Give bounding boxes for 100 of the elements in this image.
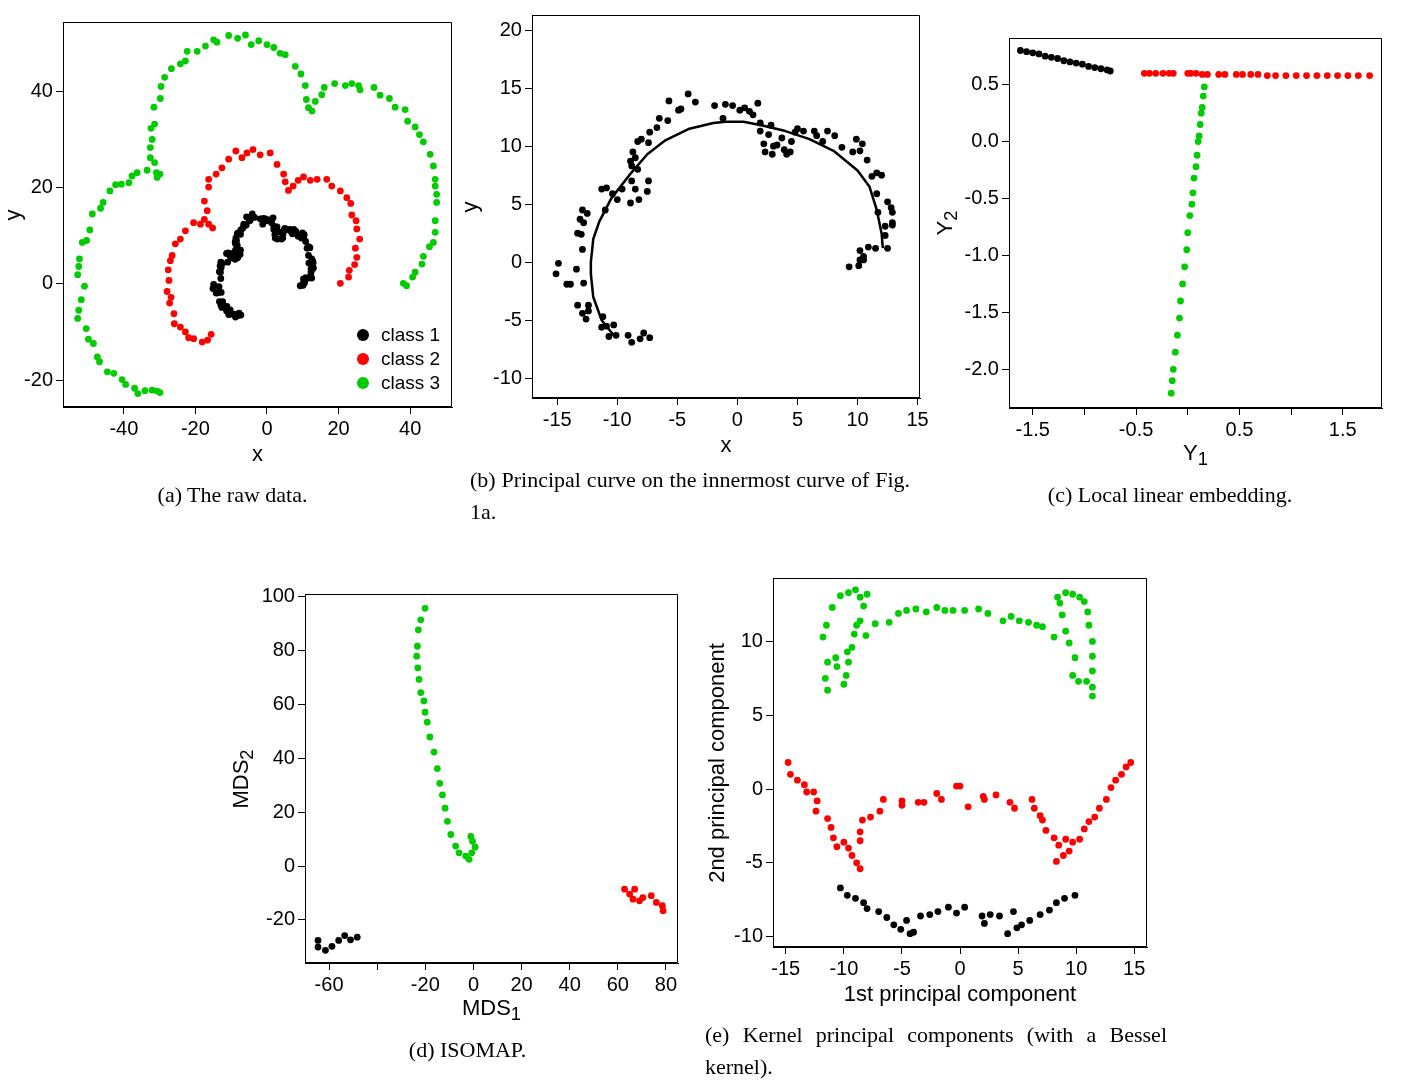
x-tick-label: 60: [606, 972, 629, 995]
x-tick-label: -40: [109, 416, 139, 439]
point: [1344, 72, 1352, 79]
point: [417, 616, 425, 624]
point: [1181, 263, 1189, 271]
point: [1055, 841, 1063, 849]
point: [1292, 72, 1300, 79]
point: [1334, 72, 1341, 79]
x-tick-label: 5: [1012, 956, 1024, 979]
point: [636, 897, 643, 905]
point: [1023, 48, 1030, 56]
point: [1179, 280, 1186, 288]
point: [824, 815, 831, 822]
point: [1247, 71, 1255, 78]
point: [1303, 72, 1310, 79]
point: [1039, 816, 1046, 824]
point: [1036, 911, 1044, 918]
y-tick-label: 0.0: [971, 129, 999, 152]
point: [1041, 52, 1049, 60]
point: [1159, 69, 1167, 77]
y-tick-label: -5: [504, 307, 522, 330]
point: [1018, 921, 1025, 929]
point: [784, 759, 792, 766]
point: [879, 796, 887, 803]
point: [413, 642, 421, 650]
point: [898, 797, 906, 805]
point: [1085, 818, 1093, 825]
point: [1061, 894, 1068, 902]
point: [468, 849, 476, 857]
point: [1016, 47, 1024, 54]
point: [471, 843, 479, 851]
point: [860, 899, 867, 907]
point: [859, 816, 866, 824]
y-tick-label: 10: [740, 628, 763, 651]
point: [1192, 69, 1200, 77]
point: [1004, 930, 1012, 938]
y-tick-label: -20: [266, 907, 295, 930]
point: [629, 895, 637, 903]
point: [836, 884, 844, 892]
y-tick-label: -10: [734, 924, 763, 947]
point: [1046, 906, 1053, 914]
point: [961, 903, 969, 911]
point: [856, 828, 864, 836]
point: [1200, 83, 1208, 91]
x-tick-label: 80: [654, 972, 678, 995]
point: [944, 903, 952, 911]
x-tick-label: -10: [829, 956, 859, 979]
point: [1010, 908, 1017, 915]
point: [423, 718, 431, 726]
point: [1026, 917, 1034, 924]
point: [830, 834, 837, 842]
point: [1282, 72, 1290, 79]
point: [1085, 63, 1092, 70]
point: [996, 912, 1003, 920]
x-tick-label: -10: [602, 407, 632, 430]
point: [1232, 71, 1240, 78]
point: [1167, 389, 1175, 397]
y-tick-label: 80: [272, 638, 295, 661]
point: [1091, 64, 1099, 71]
point: [914, 798, 922, 806]
y-tick-label: 20: [30, 175, 53, 198]
point: [1197, 109, 1205, 117]
y-tick-label: 5: [751, 702, 763, 725]
point: [812, 807, 820, 815]
x-tick-label: 0.5: [1225, 417, 1254, 440]
point: [652, 899, 660, 906]
point: [1097, 65, 1105, 73]
point: [626, 890, 634, 898]
point: [920, 798, 928, 806]
point: [1071, 891, 1079, 899]
point: [1176, 314, 1183, 322]
text: (a) The raw data.: [156, 481, 309, 509]
point: [1053, 857, 1060, 865]
point: [441, 804, 449, 812]
point: [1059, 852, 1067, 859]
point: [1189, 189, 1197, 197]
x-tick-label: 1.5: [1328, 417, 1357, 440]
x-axis-title: x: [252, 441, 263, 466]
point: [856, 865, 864, 873]
x-tick-label: -15: [771, 956, 801, 979]
point: [833, 843, 841, 851]
x-tick-label: -15: [542, 407, 572, 430]
point: [1190, 174, 1198, 182]
point: [414, 626, 422, 634]
point: [1072, 59, 1080, 67]
point: [856, 837, 864, 845]
point: [1313, 72, 1321, 79]
x-tick-label: -5: [893, 956, 911, 979]
x-axis-title: 1st principal component: [843, 981, 1077, 1006]
y-tick-label: 0: [751, 776, 763, 799]
y-tick-label: -1.5: [964, 299, 999, 322]
point: [827, 824, 835, 831]
point: [1263, 72, 1271, 79]
point: [1050, 834, 1058, 842]
point: [314, 936, 322, 944]
point: [978, 912, 986, 920]
point: [845, 844, 852, 852]
y-tick-label: 0.5: [971, 72, 999, 95]
x-axis-title: MDS$_{1}$: [461, 994, 522, 1025]
point: [1192, 163, 1200, 171]
